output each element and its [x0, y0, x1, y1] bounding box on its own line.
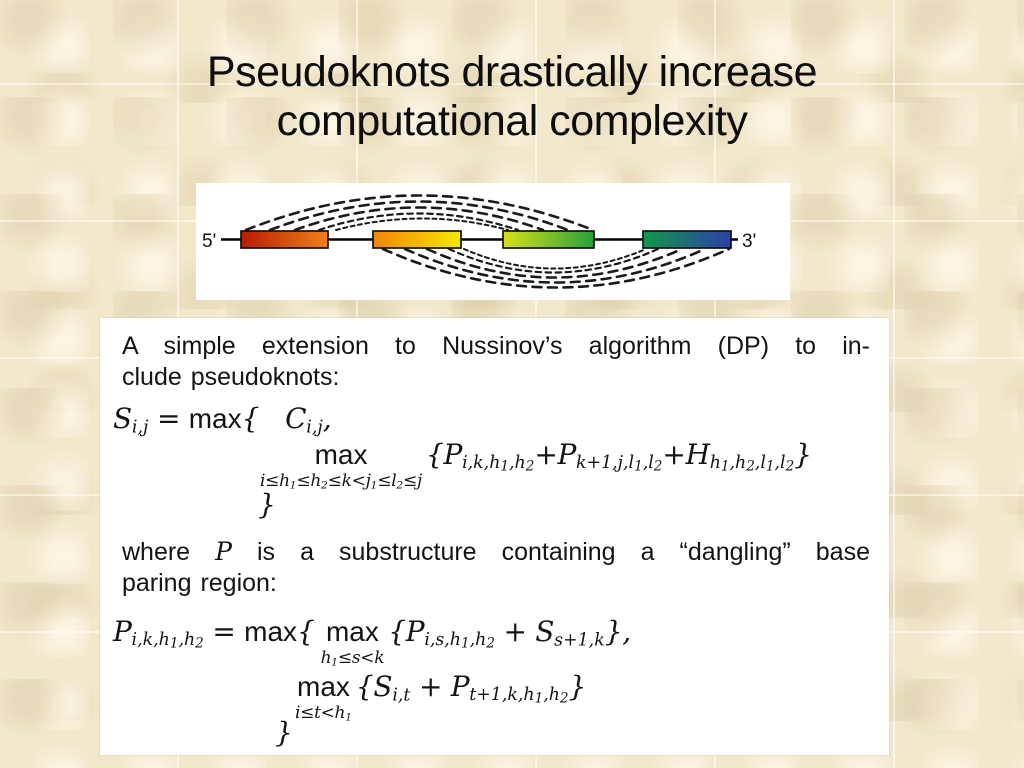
five-prime-label: 5': [202, 231, 216, 252]
where-line1: where P is a substructure containing a “…: [122, 537, 870, 566]
formula2-close: }: [275, 716, 293, 749]
sequence-region-2: [372, 230, 462, 249]
max-operator: max i≤t<h1: [295, 671, 352, 724]
closing-brace: }: [275, 716, 293, 749]
sequence-region-1: [240, 230, 329, 249]
closing-brace: }: [258, 488, 276, 521]
formula2-line1: Pi,k,h1,h2 = max{ max h1≤s<k {Pi,s,h1,h2…: [113, 615, 631, 669]
sequence-region-4: [642, 230, 732, 249]
formula1-arg2: {Pi,k,h1,h2+Pk+1,j,l1,l2+Hh1,h2,l1,l2}: [426, 438, 812, 475]
pairing-arc: [244, 194, 595, 232]
pairing-arc: [403, 247, 707, 284]
pseudoknot-diagram: 5' 3': [202, 194, 756, 289]
intro-line2: clude pseudoknots:: [122, 363, 340, 391]
pairing-arc: [335, 217, 509, 231]
intro-line1: A simple extension to Nussinov’s algorit…: [122, 332, 870, 360]
max-limits: i≤h1≤h2≤k<j1≤l2≤j: [260, 471, 423, 492]
formula2-lhs: Pi,k,h1,h2 = max{: [113, 615, 315, 652]
slide-title-line1: Pseudoknots drastically increase: [206, 48, 818, 96]
algorithm-text-panel: A simple extension to Nussinov’s algorit…: [100, 318, 889, 755]
pairing-arc: [268, 200, 570, 232]
pairing-arc: [425, 247, 684, 279]
max-limits: i≤t<h1: [295, 703, 352, 724]
max-label: max: [297, 671, 350, 702]
three-prime-label: 3': [742, 231, 756, 252]
max-operator: max h1≤s<k: [320, 616, 385, 669]
sequence-region-3: [502, 230, 595, 249]
pairing-arc: [317, 212, 520, 232]
where-line2: paring region:: [122, 569, 277, 597]
formula1-line1: Si,j = max{ Ci,j,: [113, 402, 332, 438]
pseudoknot-diagram-panel: 5' 3': [196, 183, 790, 300]
formula2-arg2: {Si,t + Pt+1,k,h1,h2}: [355, 670, 587, 707]
max-label: max: [314, 439, 368, 470]
formula1-close: }: [258, 488, 276, 521]
max-limits: h1≤s<k: [320, 648, 385, 669]
pairing-arc: [463, 248, 647, 270]
intro-paragraph: A simple extension to Nussinov’s algorit…: [122, 331, 870, 393]
where-paragraph: where P is a substructure containing a “…: [122, 536, 870, 599]
pairing-arc: [293, 206, 545, 232]
max-label: max: [325, 616, 379, 647]
formula1-arg1: Ci,j,: [285, 402, 332, 438]
formula1-line2: max i≤h1≤h2≤k<j1≤l2≤j {Pi,k,h1,h2+Pk+1,j…: [260, 438, 812, 492]
pairing-arcs-upper: [244, 194, 595, 232]
formula2-arg1: {Pi,s,h1,h2 + Ss+1,k},: [388, 615, 631, 652]
pairing-arc: [381, 247, 731, 289]
formula2-line2: max i≤t<h1 {Si,t + Pt+1,k,h1,h2}: [295, 670, 587, 724]
pairing-arcs-lower: [381, 247, 731, 289]
max-operator: max i≤h1≤h2≤k<j1≤l2≤j: [260, 439, 423, 492]
slide-title: Pseudoknots drastically increase computa…: [0, 48, 1024, 146]
slide-title-line2: computational complexity: [276, 97, 748, 145]
formula1-lhs: Si,j = max{: [113, 402, 260, 438]
